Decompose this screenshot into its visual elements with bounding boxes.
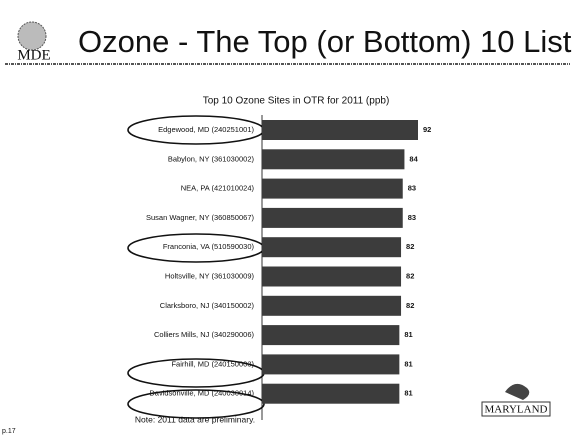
value-label: 92: [423, 125, 431, 134]
highlight-ellipse: [127, 389, 265, 419]
bar: [262, 295, 402, 316]
chart-title: Top 10 Ozone Sites in OTR for 2011 (ppb): [203, 96, 390, 107]
value-label: 81: [404, 330, 412, 339]
category-label: Holtsville, NY (361030009): [165, 271, 255, 280]
category-label: Colliers Mills, NJ (340290006): [154, 330, 255, 339]
slide-title: Ozone - The Top (or Bottom) 10 List: [78, 24, 572, 59]
value-label: 84: [409, 154, 418, 163]
value-label: 82: [406, 242, 414, 251]
value-label: 83: [408, 184, 416, 193]
value-label: 82: [406, 271, 414, 280]
note: Note: 2011 data are preliminary.: [135, 414, 255, 424]
maryland-logo: MARYLAND: [481, 383, 551, 417]
value-label: 81: [404, 359, 412, 368]
category-label: Davidsonville, MD (240030014): [149, 389, 254, 398]
bar: [262, 207, 403, 228]
category-label: NEA, PA (421010024): [181, 184, 255, 193]
bar: [262, 266, 402, 287]
bar: [262, 178, 403, 199]
value-label: 82: [406, 301, 414, 310]
bar: [262, 354, 400, 375]
value-label: 81: [404, 389, 412, 398]
mde-logo: MDE: [17, 21, 51, 63]
bar: [262, 149, 405, 170]
bar: [262, 237, 402, 258]
category-label: Clarksboro, NJ (340150002): [160, 301, 255, 310]
value-label: 83: [408, 213, 416, 222]
bar: [262, 120, 418, 140]
category-label: Franconia, VA (510590030): [163, 242, 255, 251]
category-label: Fairhill, MD (240150003): [171, 359, 254, 368]
state-logo-text: MARYLAND: [485, 404, 548, 416]
bar: [262, 383, 400, 404]
category-label: Edgewood, MD (240251001): [158, 125, 254, 134]
logo-emblem: [505, 383, 530, 400]
page-number: p.17: [2, 428, 16, 435]
category-label: Babylon, NY (361030002): [168, 154, 255, 163]
logo-globe: [17, 21, 47, 51]
logo-text: MDE: [17, 47, 50, 63]
bar: [262, 325, 400, 346]
category-label: Susan Wagner, NY (360850067): [146, 213, 254, 222]
logo-frame: [481, 401, 551, 417]
